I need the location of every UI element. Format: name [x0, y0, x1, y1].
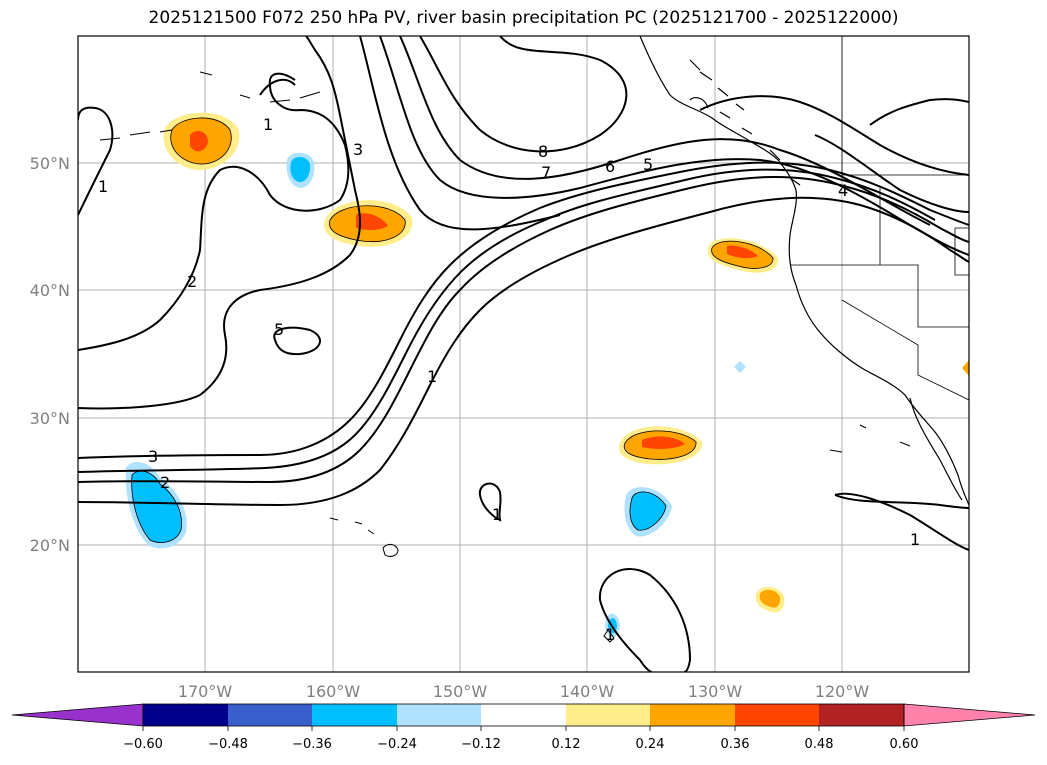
contour-5-loop: [273, 326, 321, 356]
north-america-coast: [639, 36, 969, 506]
colorbar-tick: 0.12: [552, 737, 581, 752]
lat-label: 50°N: [30, 154, 70, 173]
contour-label: 2: [187, 272, 197, 291]
contour-2: [78, 72, 350, 351]
contour-5: [78, 161, 969, 459]
contour-label: 1: [910, 530, 920, 549]
precip-negative-areas: [125, 152, 746, 638]
hawaii-island: [382, 543, 399, 557]
contour-labels: 1 1 2 3 5 1 8 7 6 5 4 3 2 1 1 1: [98, 115, 920, 644]
contour-1-southeast: [834, 492, 969, 551]
contour-label: 3: [353, 140, 363, 159]
contour-1-south: [598, 568, 692, 672]
contour-label: 4: [838, 181, 848, 200]
colorbar-seg: [650, 704, 735, 726]
contour-1-west: [78, 106, 114, 216]
lon-label: 140°W: [560, 682, 615, 701]
lat-label: 30°N: [30, 409, 70, 428]
colorbar-seg: [481, 704, 566, 726]
colorbar-seg: [312, 704, 397, 726]
contour-3: [78, 36, 361, 410]
colorbar-tick: −0.36: [292, 737, 332, 752]
lon-label: 160°W: [306, 682, 361, 701]
contour-label: 2: [160, 473, 170, 492]
colorbar-tick: −0.48: [208, 737, 248, 752]
contour-label: 5: [643, 155, 653, 174]
lon-label: 130°W: [688, 682, 743, 701]
colorbar-seg: [566, 704, 650, 726]
colorbar-tick: −0.60: [123, 737, 163, 752]
contour-label: 1: [98, 177, 108, 196]
precip-outlines: [131, 117, 774, 543]
islands: [99, 71, 911, 643]
colorbar-seg: [228, 704, 312, 726]
colorbar-seg: [397, 704, 481, 726]
colorbar: −0.60 −0.48 −0.36 −0.24 −0.12 0.12 0.24 …: [11, 703, 1036, 752]
contour-label: 1: [427, 367, 437, 386]
colorbar-tick: 0.36: [721, 737, 750, 752]
lon-label: 120°W: [815, 682, 870, 701]
contour-1-east: [814, 134, 969, 213]
state-borders: [790, 36, 969, 401]
colorbar-tick: 0.60: [890, 737, 919, 752]
contour-label: 1: [605, 625, 615, 644]
contour-label: 3: [148, 447, 158, 466]
map-frame: [77, 35, 970, 673]
contour-label: 1: [492, 505, 502, 524]
colorbar-seg: [819, 704, 904, 726]
contour-label: 7: [541, 163, 551, 182]
contour-1-small: [478, 482, 502, 522]
colorbar-seg: [735, 704, 819, 726]
precip-positive-areas: [163, 112, 969, 613]
colorbar-tick: −0.12: [461, 737, 501, 752]
colorbar-extend-low: [11, 703, 144, 727]
colorbar-tick: 0.24: [636, 737, 665, 752]
lon-labels: 170°W 160°W 150°W 140°W 130°W 120°W: [178, 682, 870, 701]
contour-label: 1: [263, 115, 273, 134]
lon-label: 150°W: [433, 682, 488, 701]
colorbar-tick: 0.48: [805, 737, 834, 752]
pv-contours: [78, 36, 969, 672]
colorbar-seg: [143, 704, 228, 726]
contour-high-8: [419, 36, 628, 153]
contour-label: 5: [274, 320, 284, 339]
coastlines: [639, 36, 969, 506]
lon-label: 170°W: [178, 682, 233, 701]
lat-label: 40°N: [30, 281, 70, 300]
lat-labels: 50°N 40°N 30°N 20°N: [30, 154, 70, 555]
contour-label: 8: [538, 142, 548, 161]
lat-label: 20°N: [30, 536, 70, 555]
contour-label: 6: [605, 157, 615, 176]
colorbar-extend-high: [903, 703, 1036, 727]
map-title: 2025121500 F072 250 hPa PV, river basin …: [148, 8, 899, 28]
colorbar-tick: −0.24: [377, 737, 417, 752]
